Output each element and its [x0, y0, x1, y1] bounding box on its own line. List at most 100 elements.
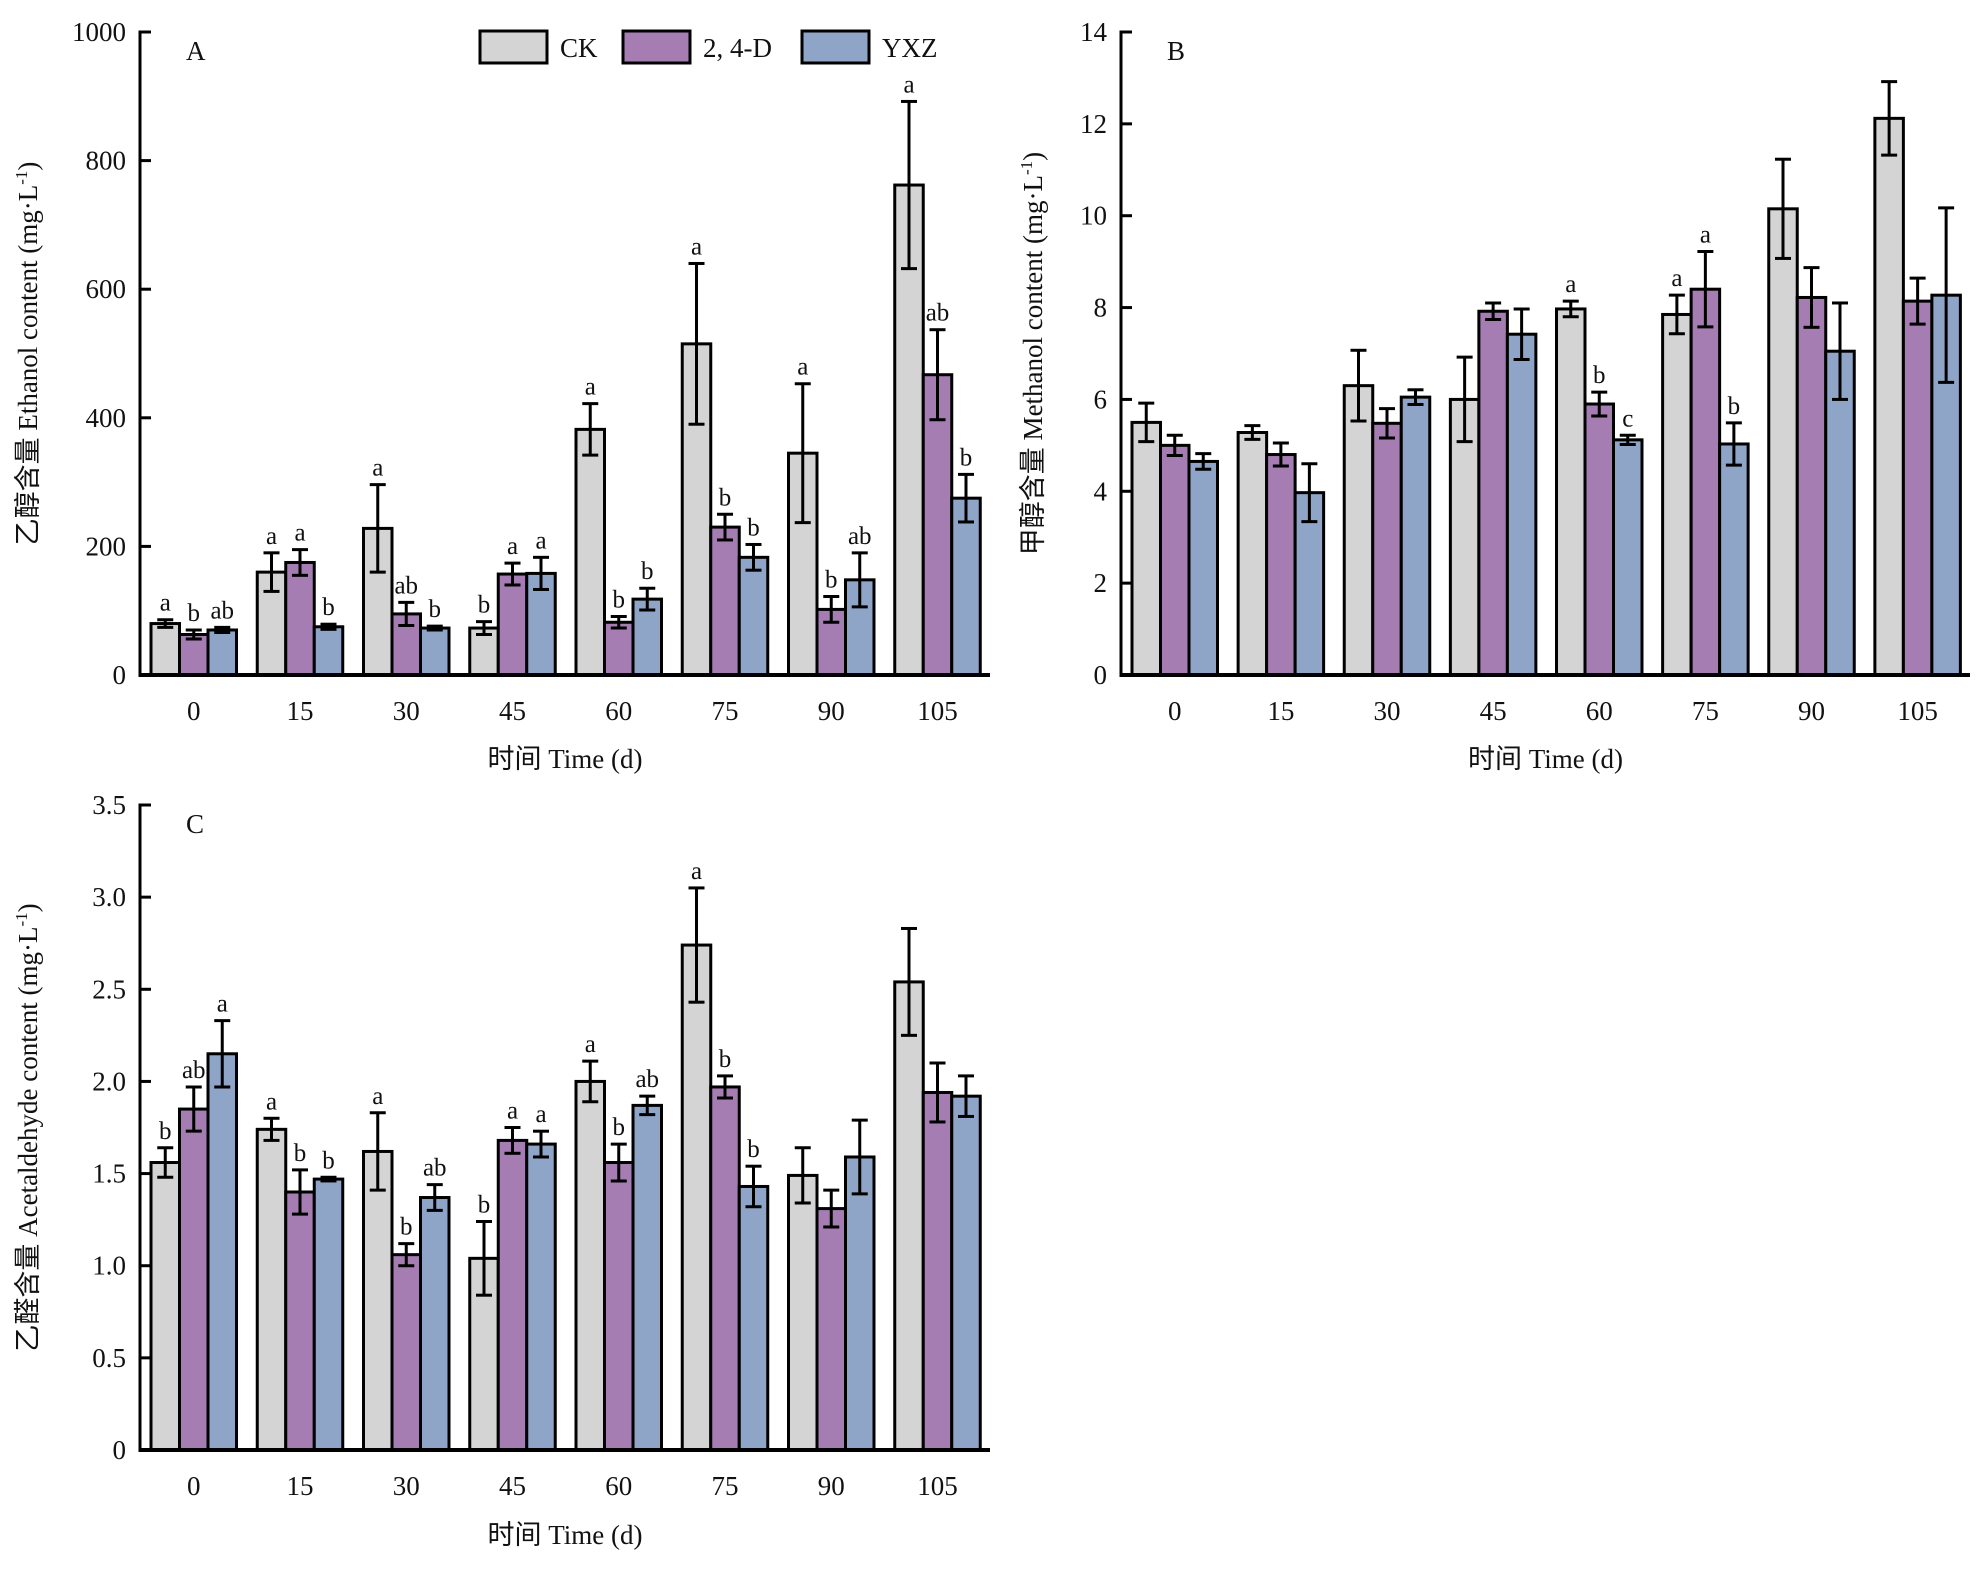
significance-letter: a: [372, 455, 383, 482]
significance-letter: b: [400, 1214, 413, 1241]
legend-swatch: [621, 29, 692, 65]
x-tick-label: 30: [393, 696, 420, 726]
x-tick-label: 30: [393, 1471, 420, 1501]
error-bar: [1244, 424, 1261, 441]
x-tick-label: 0: [1168, 696, 1182, 726]
x-tick-label: 90: [1798, 696, 1825, 726]
significance-letter: b: [478, 1191, 491, 1218]
error-bar: [1775, 157, 1791, 260]
x-tick-label: 90: [818, 696, 845, 726]
bar-yxz-105: [950, 496, 982, 677]
error-bar: [369, 483, 386, 574]
significance-letter: b: [747, 514, 760, 541]
significance-letter: a: [1671, 265, 1682, 292]
significance-letter: a: [535, 1101, 546, 1128]
error-bar: [582, 402, 599, 457]
y-tick-label: 0: [113, 1435, 127, 1465]
bar-ck-15: [255, 1127, 288, 1452]
error-bar: [1407, 388, 1424, 406]
y-tick-label: 6: [1094, 384, 1108, 414]
significance-letter: a: [903, 71, 914, 98]
significance-letter: b: [613, 586, 626, 613]
error-bar: [688, 886, 705, 1004]
error-bar: [1562, 299, 1579, 319]
error-bar: [1619, 433, 1636, 446]
bar-24d-30: [390, 1253, 422, 1452]
x-tick-label: 60: [605, 1471, 632, 1501]
legend-label: CK: [560, 33, 598, 63]
error-bar: [1166, 433, 1183, 457]
bar-yxz-105: [950, 1094, 982, 1452]
x-tick-label: 30: [1374, 696, 1401, 726]
error-bar: [157, 1146, 174, 1179]
significance-letter: b: [1728, 393, 1741, 420]
x-tick-label: 45: [1480, 696, 1507, 726]
significance-letter: b: [825, 567, 838, 594]
significance-letter: b: [1593, 362, 1606, 389]
error-bar: [1938, 206, 1955, 384]
significance-letter: ab: [423, 1155, 447, 1182]
significance-letter: a: [691, 858, 702, 885]
significance-letter: b: [960, 444, 973, 471]
significance-letter: a: [507, 1098, 518, 1125]
bar-ck-90: [787, 1173, 819, 1452]
bar-24d-60: [603, 1161, 635, 1452]
x-tick-label: 15: [287, 1471, 314, 1501]
bar-24d-60: [603, 620, 635, 677]
error-bar: [688, 261, 705, 426]
bar-24d-105: [1901, 299, 1934, 677]
error-bar: [185, 1085, 202, 1133]
legend-item: CK: [478, 29, 598, 65]
error-bar: [1138, 401, 1155, 444]
panel-label: A: [186, 36, 206, 66]
error-bar: [901, 99, 917, 271]
bar-ck-30: [1342, 384, 1375, 677]
bar-yxz-75: [1718, 442, 1750, 677]
significance-letter: b: [613, 1114, 626, 1141]
error-bar: [426, 1183, 443, 1212]
significance-letter: ab: [635, 1066, 659, 1093]
x-tick-label: 15: [287, 696, 314, 726]
x-axis-title: 时间 Time (d): [487, 1520, 642, 1550]
legend-label: YXZ: [882, 33, 938, 63]
bar-yxz-15: [312, 625, 345, 677]
error-bar: [1668, 293, 1685, 336]
error-bar: [958, 472, 974, 524]
bar-ck-60: [1555, 307, 1587, 677]
significance-letter: a: [160, 590, 171, 617]
error-bar: [476, 620, 492, 636]
error-bar: [1272, 441, 1289, 468]
error-bar: [582, 1059, 599, 1104]
bar-yxz-45: [1505, 332, 1538, 677]
bar-24d-75: [1689, 287, 1722, 677]
significance-letter: a: [507, 533, 518, 560]
bar-24d-0: [178, 1107, 210, 1452]
bar-yxz-60: [631, 1103, 663, 1452]
error-bar: [1350, 348, 1367, 423]
bar-yxz-30: [1399, 395, 1432, 677]
bar-ck-0: [1130, 420, 1162, 677]
y-tick-label: 0: [113, 660, 127, 690]
significance-letter: a: [266, 1088, 277, 1115]
y-tick-label: 0.5: [92, 1343, 126, 1373]
y-axis-title: 乙醛含量 Acetaldehyde content (mg·L-1): [12, 903, 43, 1351]
error-bar: [1909, 276, 1926, 326]
error-bar: [901, 926, 917, 1037]
significance-letter: c: [1622, 405, 1633, 432]
bar-ck-30: [362, 1149, 394, 1452]
error-bar: [1881, 80, 1898, 157]
significance-letter: a: [585, 1031, 596, 1058]
y-tick-label: 2.5: [92, 974, 126, 1004]
bar-24d-15: [284, 1190, 316, 1452]
significance-letter: b: [719, 1046, 732, 1073]
bar-yxz-90: [844, 1155, 876, 1452]
error-bar: [320, 1175, 337, 1183]
error-bar: [610, 1142, 627, 1183]
significance-letter: a: [372, 1083, 383, 1110]
error-bar: [745, 1164, 762, 1209]
error-bar: [851, 1118, 868, 1196]
significance-letter: a: [217, 991, 228, 1018]
significance-letter: b: [719, 484, 732, 511]
error-bar: [320, 622, 337, 631]
